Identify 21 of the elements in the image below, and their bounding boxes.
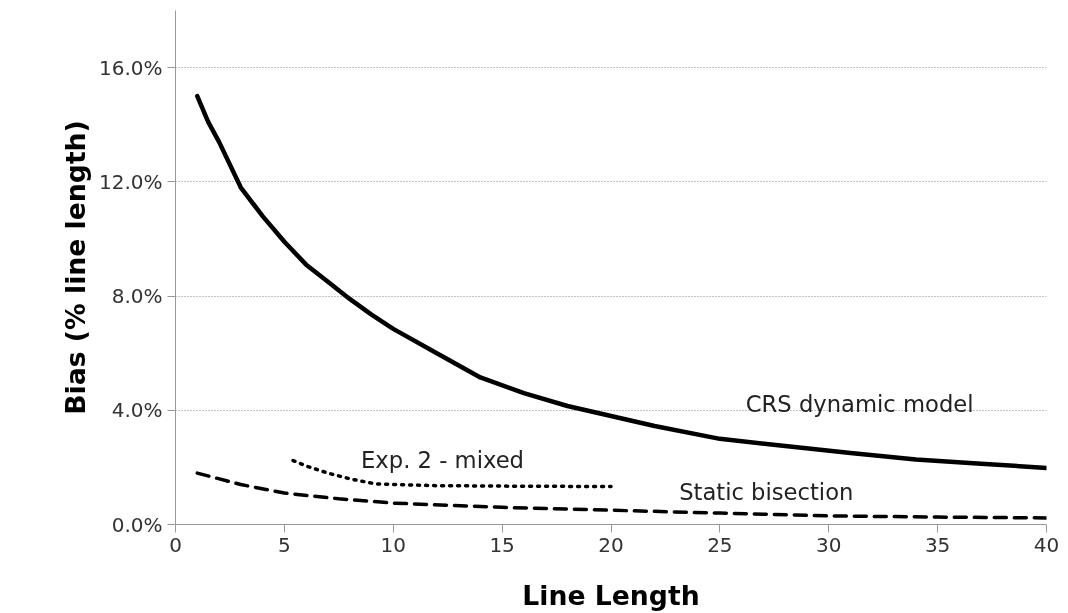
x-tick-label: 25 (707, 532, 733, 557)
x-tick-label: 5 (278, 532, 291, 557)
y-axis-title: Bias (% line length) (59, 120, 91, 415)
y-tick-label: 16.0% (98, 55, 163, 80)
line-series (195, 471, 1047, 520)
y-tick-label: 12.0% (98, 169, 163, 194)
series-label: Static bisection (679, 479, 854, 506)
y-tick-label: 0.0% (111, 512, 163, 537)
x-tick-label: 0 (169, 532, 182, 557)
x-tick-label: 35 (924, 532, 951, 557)
y-tick-label: 8.0% (111, 284, 163, 309)
x-tick-label: 30 (816, 532, 842, 557)
series-label: Exp. 2 - mixed (361, 446, 524, 473)
y-tick-label: 4.0% (111, 398, 163, 423)
x-tick-label: 40 (1033, 532, 1060, 557)
x-tick-label: 20 (598, 532, 624, 557)
line-series (195, 93, 1047, 471)
series-label: CRS dynamic model (745, 390, 974, 417)
x-tick-label: 10 (380, 532, 406, 557)
x-tick-label: 15 (489, 532, 515, 557)
x-axis-title: Line Length (522, 579, 700, 611)
